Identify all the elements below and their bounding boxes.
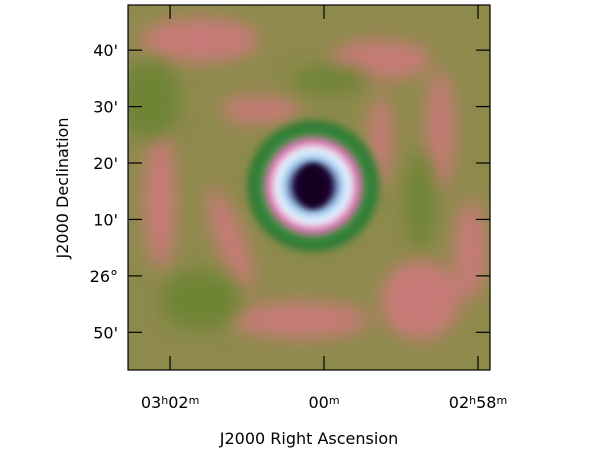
y-tick-label: 20' bbox=[93, 154, 118, 173]
x-tick-label: 00m bbox=[308, 393, 339, 412]
y-axis-label: J2000 Declination bbox=[53, 118, 72, 260]
y-tick-label: 30' bbox=[93, 98, 118, 117]
frame bbox=[127, 4, 491, 371]
x-tick-label: 02h58m bbox=[449, 393, 507, 412]
sky-image bbox=[128, 5, 490, 370]
x-tick-label: 03h02m bbox=[141, 393, 199, 412]
x-axis-label: J2000 Right Ascension bbox=[219, 429, 399, 448]
y-tick-label: 26° bbox=[90, 267, 118, 286]
y-tick-label: 50' bbox=[93, 323, 118, 342]
y-tick-label: 10' bbox=[93, 210, 118, 229]
y-tick-label: 40' bbox=[93, 41, 118, 60]
